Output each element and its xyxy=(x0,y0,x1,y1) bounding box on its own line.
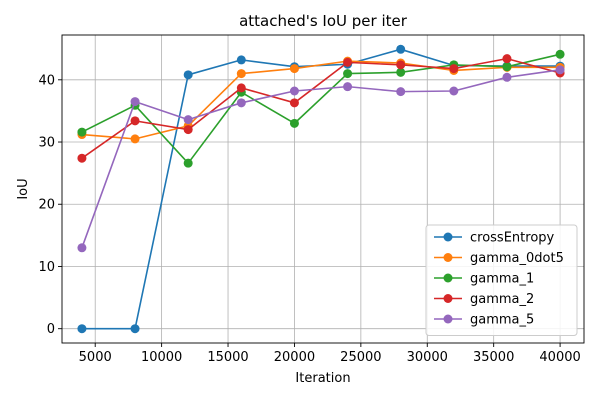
data-point-crossEntropy xyxy=(236,55,246,65)
axes-frame xyxy=(61,34,585,344)
series-line-gamma_0dot5 xyxy=(81,60,561,140)
data-point-gamma_5 xyxy=(343,82,353,92)
data-point-gamma_2 xyxy=(183,125,193,135)
data-point-gamma_5 xyxy=(130,97,140,107)
data-point-gamma_2 xyxy=(236,83,246,93)
y-tick-label: 10 xyxy=(38,260,55,275)
data-point-gamma_0dot5 xyxy=(289,64,299,74)
data-point-gamma_5 xyxy=(555,65,565,75)
legend-marker-gamma_5 xyxy=(443,314,453,324)
data-point-gamma_2 xyxy=(77,153,87,163)
data-point-gamma_2 xyxy=(449,64,459,74)
data-point-gamma_5 xyxy=(77,243,87,253)
x-tick-label: 30000 xyxy=(407,350,448,365)
plot-area: 5000 10000 15000 20000 25000 30000 35000 40000 0… xyxy=(38,34,585,365)
legend: crossEntropy gamma_0dot5 gamma_1 gamma_2gam… xyxy=(425,224,578,336)
x-axis-label: Iteration xyxy=(295,371,350,386)
data-point-gamma_1 xyxy=(183,158,193,168)
data-point-gamma_5 xyxy=(289,86,299,96)
legend-label-gamma_5: gamma_5 xyxy=(470,313,534,328)
data-point-gamma_1 xyxy=(502,62,512,72)
data-point-gamma_5 xyxy=(396,87,406,97)
legend-marker-gamma_0dot5 xyxy=(443,253,453,262)
data-point-crossEntropy xyxy=(77,324,87,334)
legend-label-crossEntropy: crossEntropy xyxy=(470,231,555,246)
legend-box xyxy=(425,224,578,336)
data-point-gamma_5 xyxy=(449,86,459,96)
y-tick-label: 20 xyxy=(38,198,55,213)
data-point-gamma_2 xyxy=(130,116,140,126)
data-point-gamma_2 xyxy=(396,60,406,70)
y-tick-label: 30 xyxy=(38,136,55,151)
data-point-crossEntropy xyxy=(130,324,140,334)
data-point-gamma_5 xyxy=(502,72,512,82)
x-tick-label: 40000 xyxy=(539,350,580,365)
data-point-gamma_1 xyxy=(77,127,87,137)
x-tick-label: 35000 xyxy=(473,350,514,365)
legend-marker-gamma_1 xyxy=(443,273,453,283)
legend-label-gamma_2: gamma_2 xyxy=(470,292,534,307)
data-point-gamma_1 xyxy=(555,49,565,59)
series-line-gamma_2 xyxy=(81,57,561,159)
data-point-gamma_0dot5 xyxy=(130,134,140,144)
data-point-gamma_5 xyxy=(236,98,246,108)
series-line-gamma_5 xyxy=(81,69,561,249)
chart-title: attached's IoU per iter xyxy=(239,12,408,30)
y-tick-label: 40 xyxy=(38,73,55,88)
series-line-gamma_1 xyxy=(81,53,561,164)
x-tick-label: 5000 xyxy=(79,350,112,365)
legend-label-gamma_1: gamma_1 xyxy=(470,272,534,287)
data-point-gamma_1 xyxy=(396,67,406,77)
data-point-gamma_5 xyxy=(183,115,193,125)
data-point-gamma_1 xyxy=(343,69,353,79)
y-tick-label: 0 xyxy=(47,322,55,337)
data-point-gamma_2 xyxy=(343,57,353,67)
legend-marker-gamma_2 xyxy=(443,294,453,303)
data-point-gamma_0dot5 xyxy=(236,69,246,79)
data-point-crossEntropy xyxy=(396,44,406,54)
x-tick-label: 20000 xyxy=(274,350,315,365)
data-point-crossEntropy xyxy=(183,70,193,80)
data-point-gamma_1 xyxy=(289,118,299,128)
legend-label-gamma_0dot5: gamma_0dot5 xyxy=(470,251,564,266)
legend-marker-crossEntropy xyxy=(443,232,453,242)
data-point-gamma_2 xyxy=(289,98,299,108)
x-tick-label: 25000 xyxy=(340,350,381,365)
y-axis-label: IoU xyxy=(16,178,31,199)
data-point-gamma_2 xyxy=(502,54,512,64)
x-tick-label: 10000 xyxy=(141,350,182,365)
x-tick-label: 15000 xyxy=(207,350,248,365)
